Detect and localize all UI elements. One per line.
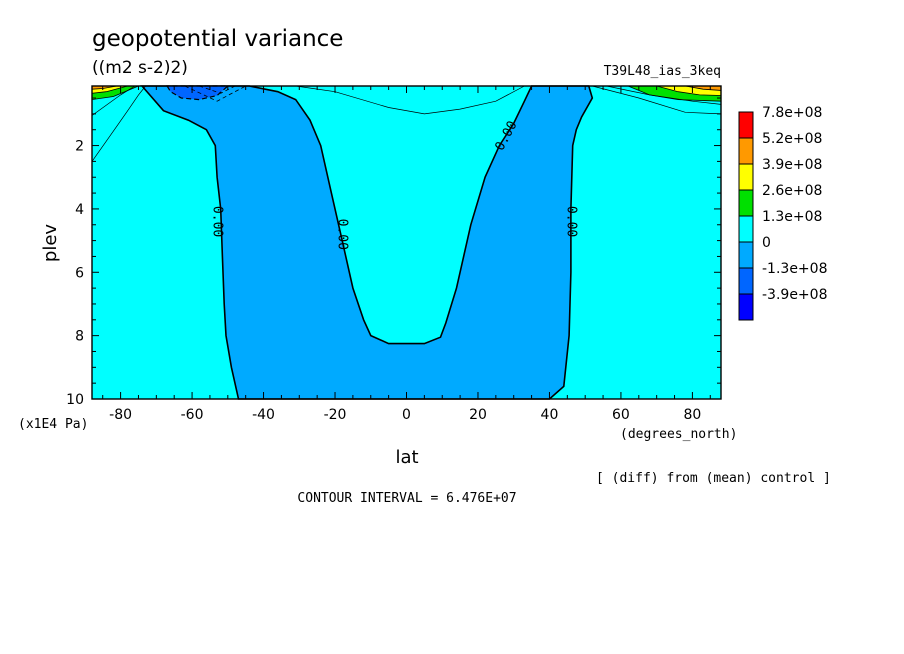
x-tick-label: -20 xyxy=(324,407,347,423)
x-tick-label: 80 xyxy=(683,407,701,423)
legend-swatch xyxy=(738,163,754,191)
legend-label: -3.9e+08 xyxy=(762,287,827,303)
legend-label: 7.8e+08 xyxy=(762,105,822,121)
x-axis-units: (degrees_north) xyxy=(620,427,737,442)
legend-label: 1.3e+08 xyxy=(762,209,822,225)
deep-negative-region xyxy=(166,85,230,101)
y-axis-units: (x1E4 Pa) xyxy=(18,417,88,432)
y-tick-label: 4 xyxy=(75,202,84,218)
legend-label: -1.3e+08 xyxy=(762,261,827,277)
legend-label: 5.2e+08 xyxy=(762,131,822,147)
x-tick-label: 40 xyxy=(541,407,559,423)
legend-swatch xyxy=(738,241,754,269)
thin-contour-0 xyxy=(91,85,146,162)
contour-label-1: 0.00 xyxy=(335,219,350,250)
thin-contour-3 xyxy=(592,85,722,115)
legend-swatch xyxy=(738,293,754,321)
diff-note: [ (diff) from (mean) control ] xyxy=(596,471,831,486)
legend-swatch xyxy=(738,111,754,139)
x-tick-label: -60 xyxy=(181,407,204,423)
contour-label-0: 0.00 xyxy=(210,206,225,237)
x-axis: -80 -60 -40 -20 0 20 40 60 80 xyxy=(102,86,711,423)
y-tick-label: 2 xyxy=(75,139,84,155)
legend-swatch xyxy=(738,189,754,217)
x-tick-label: 0 xyxy=(402,407,411,423)
y-tick-label: 6 xyxy=(75,265,84,281)
y-tick-label: 10 xyxy=(66,392,84,408)
thin-contour-1 xyxy=(91,85,136,116)
legend-label: 3.9e+08 xyxy=(762,157,822,173)
y-axis-label: plev xyxy=(40,224,61,263)
y-axis: 2 4 6 8 10 xyxy=(66,97,721,408)
legend-swatch xyxy=(738,215,754,243)
x-tick-label: 20 xyxy=(469,407,487,423)
legend-swatch xyxy=(738,137,754,165)
chart-units: ((m2 s-2)2) xyxy=(92,58,188,78)
dashed-contour-0 xyxy=(184,85,246,102)
x-tick-label: -80 xyxy=(109,407,132,423)
thin-contour-4 xyxy=(606,85,722,105)
run-label: T39L48_ias_3keq xyxy=(604,64,721,79)
contour-interval: CONTOUR INTERVAL = 6.476E+07 xyxy=(297,491,516,506)
color-legend: 7.8e+08 5.2e+08 3.9e+08 2.6e+08 1.3e+08 0 -1.3… xyxy=(738,105,827,321)
contour-label-3: 0.00 xyxy=(563,206,578,237)
x-tick-label: 60 xyxy=(612,407,630,423)
legend-label: 2.6e+08 xyxy=(762,183,822,199)
x-tick-label: -40 xyxy=(252,407,275,423)
legend-label: 0 xyxy=(762,235,771,251)
x-axis-label: lat xyxy=(395,447,418,468)
dashed-contour-1 xyxy=(199,85,236,94)
y-tick-label: 8 xyxy=(75,329,84,345)
plot-area xyxy=(91,85,722,400)
chart-title: geopotential variance xyxy=(92,26,343,52)
legend-swatch xyxy=(738,267,754,295)
